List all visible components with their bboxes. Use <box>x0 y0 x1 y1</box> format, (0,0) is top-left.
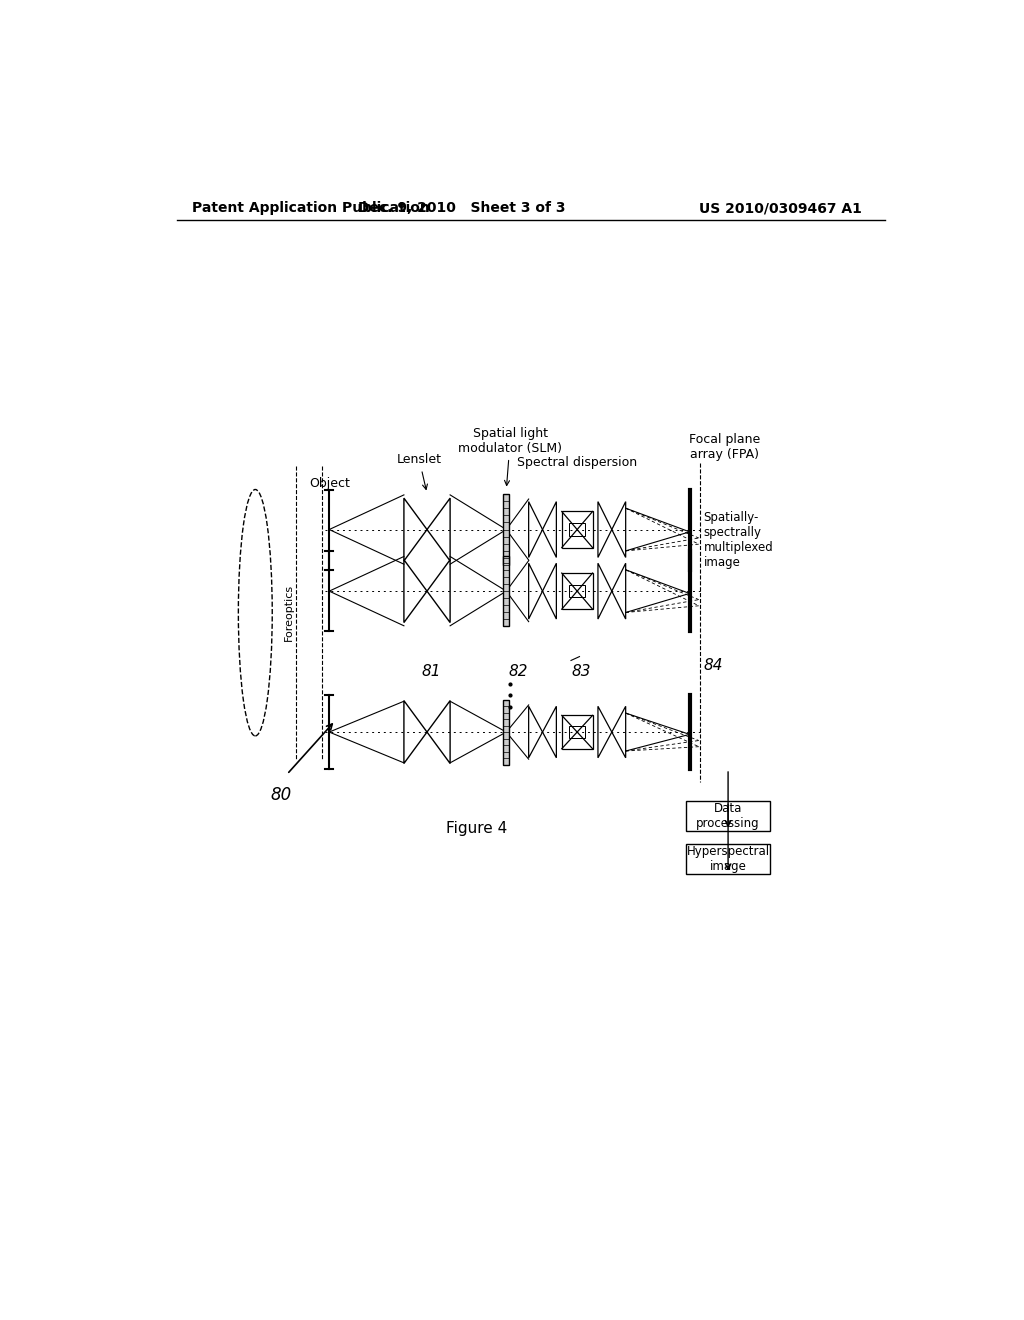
Bar <box>503 700 509 764</box>
Text: 80: 80 <box>271 785 292 804</box>
Bar <box>569 585 585 598</box>
Text: Dec. 9, 2010   Sheet 3 of 3: Dec. 9, 2010 Sheet 3 of 3 <box>358 202 565 215</box>
Bar <box>569 726 585 738</box>
Text: Spatial light
modulator (SLM): Spatial light modulator (SLM) <box>458 426 562 486</box>
Text: Focal plane
array (FPA): Focal plane array (FPA) <box>688 433 760 461</box>
Bar <box>569 523 585 536</box>
Text: Figure 4: Figure 4 <box>446 821 508 836</box>
Bar <box>562 511 593 548</box>
Bar <box>686 801 770 830</box>
Text: US 2010/0309467 A1: US 2010/0309467 A1 <box>699 202 862 215</box>
Text: 83: 83 <box>571 664 591 680</box>
Text: Lenslet: Lenslet <box>397 453 441 490</box>
Text: Data
processing: Data processing <box>696 803 760 830</box>
Bar <box>503 494 509 565</box>
Text: Spectral dispersion: Spectral dispersion <box>517 457 637 470</box>
Text: 82: 82 <box>508 664 527 680</box>
Text: Patent Application Publication: Patent Application Publication <box>193 202 430 215</box>
Text: 81: 81 <box>421 664 440 680</box>
Text: Object: Object <box>309 477 349 490</box>
Bar <box>686 845 770 874</box>
Text: 84: 84 <box>703 659 723 673</box>
Text: Spatially-
spectrally
multiplexed
image: Spatially- spectrally multiplexed image <box>703 511 773 569</box>
Bar <box>562 573 593 610</box>
Text: Hyperspectral
image: Hyperspectral image <box>686 845 770 873</box>
Bar <box>503 556 509 627</box>
Bar <box>562 715 593 748</box>
Text: Foreoptics: Foreoptics <box>284 585 294 642</box>
